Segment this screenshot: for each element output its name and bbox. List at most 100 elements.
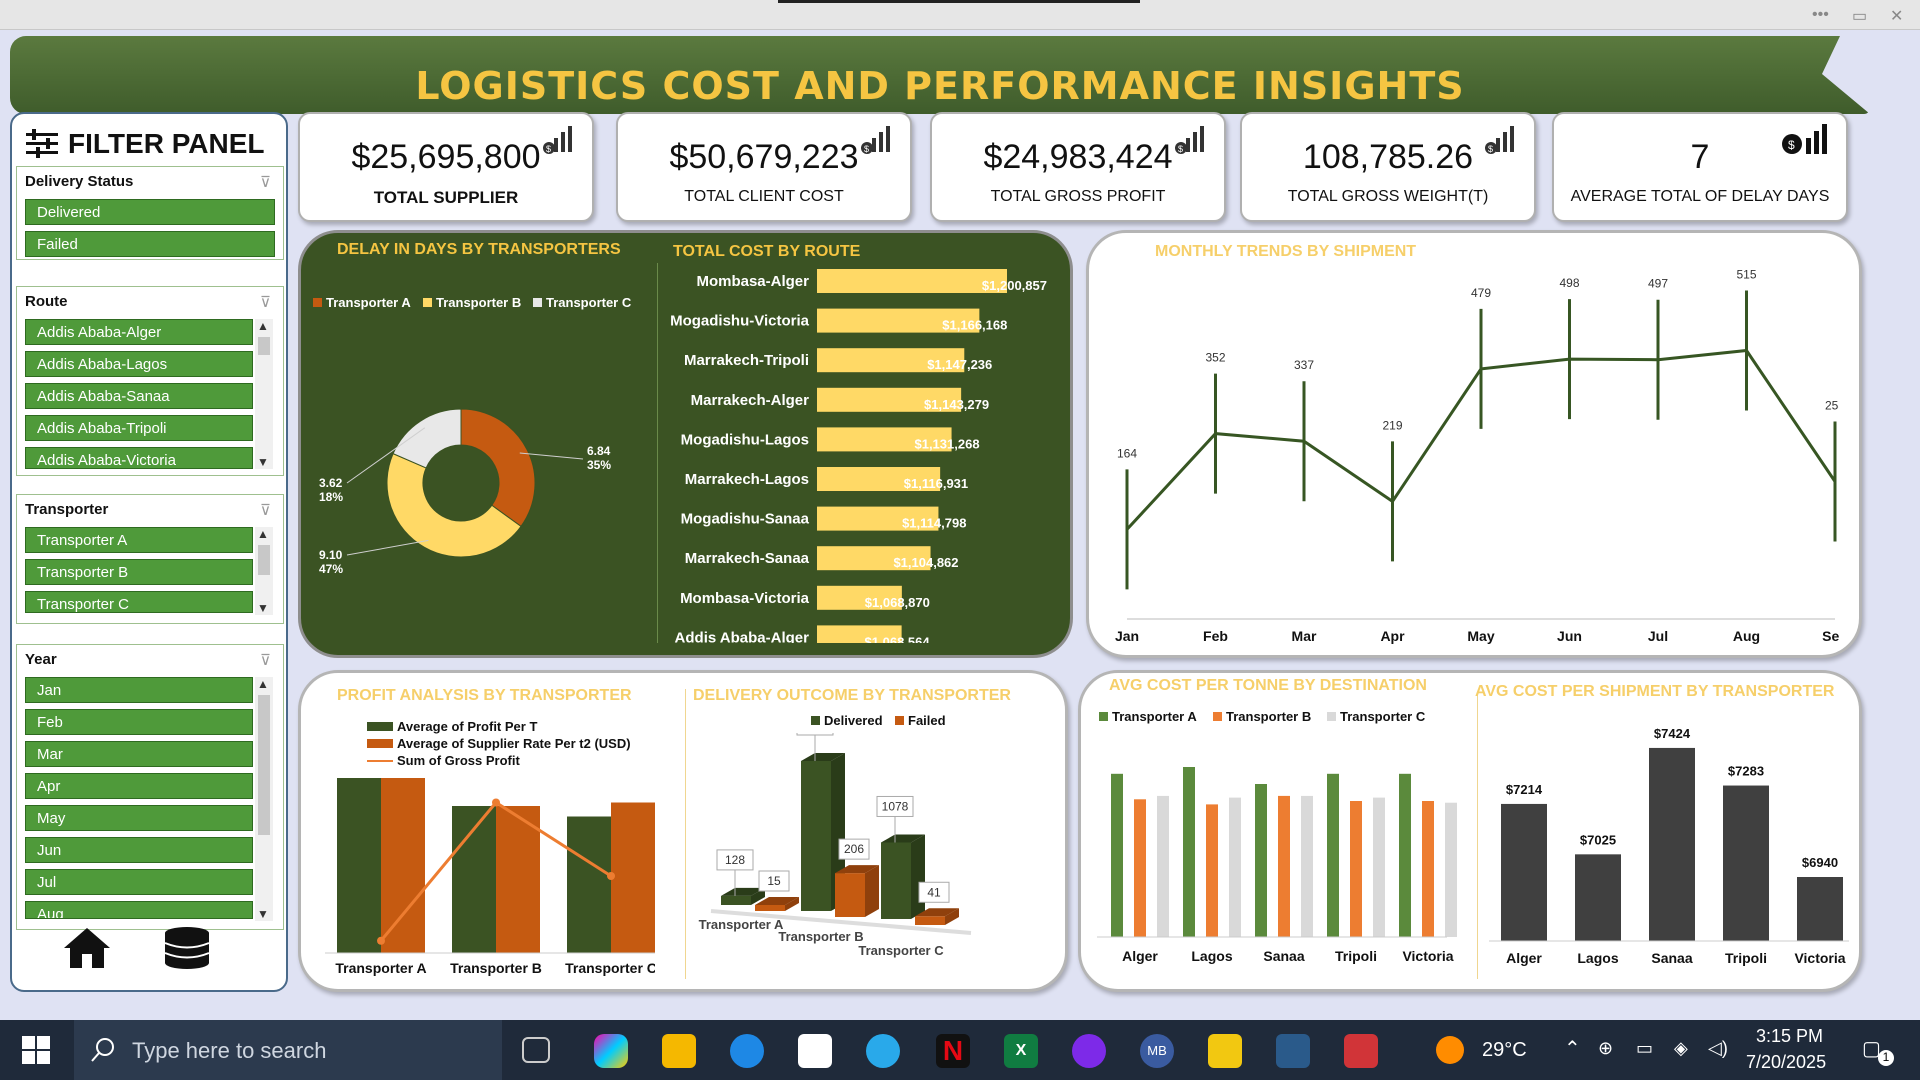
mb-icon[interactable]: MB <box>1140 1034 1174 1068</box>
slicer-item-transporter[interactable]: Transporter C <box>25 591 253 613</box>
slicer-item-delivered[interactable]: Delivered <box>25 199 275 225</box>
failed-bar-side <box>785 897 799 911</box>
search-placeholder: Type here to search <box>132 1038 327 1063</box>
clear-filter-icon[interactable]: ⊽ <box>260 502 271 519</box>
slicer-header: Delivery Status <box>25 173 134 190</box>
kpi-average-delay-days: 7 AVERAGE TOTAL OF DELAY DAYS $ <box>1552 112 1848 222</box>
svg-text:$: $ <box>864 144 869 154</box>
clear-filter-icon[interactable]: ⊽ <box>260 652 271 669</box>
scroll-thumb[interactable] <box>258 545 270 575</box>
slicer-item-failed[interactable]: Failed <box>25 231 275 257</box>
edge-icon[interactable] <box>730 1034 764 1068</box>
failed-bar <box>915 916 945 925</box>
scrollbar[interactable]: ▲ ▼ <box>255 319 273 469</box>
route-bar <box>817 308 980 333</box>
slicer-item-route[interactable]: Addis Ababa-Lagos <box>25 351 253 377</box>
kpi-value: 108,785.26 <box>1302 138 1474 176</box>
slicer-item-month[interactable]: Mar <box>25 741 253 767</box>
scroll-up-icon[interactable]: ▲ <box>257 677 269 691</box>
chevron-up-icon[interactable]: ⌃ <box>1564 1038 1581 1060</box>
failed-bar-side <box>945 908 959 925</box>
close-icon[interactable]: ✕ <box>1890 8 1904 25</box>
weather-temp[interactable]: 29°C <box>1482 1039 1527 1061</box>
tonne-bar <box>1301 795 1313 937</box>
legend-item: Transporter A <box>313 295 411 310</box>
scroll-down-icon[interactable]: ▼ <box>257 601 269 615</box>
slicer-item-transporter[interactable]: Transporter B <box>25 559 253 585</box>
route-label: Mombasa-Victoria <box>680 590 810 607</box>
dashboard-canvas: LOGISTICS COST AND PERFORMANCE INSIGHTS … <box>0 30 1920 1020</box>
excel-icon[interactable]: X <box>1004 1034 1038 1068</box>
legend-item: Transporter C <box>533 295 631 310</box>
legend-swatch <box>1213 712 1222 721</box>
failed-value-label: 206 <box>844 842 864 856</box>
supplier-rate-bar <box>611 802 655 953</box>
legend-label: Average of Profit Per T <box>397 719 538 734</box>
cost-route-chart-title: TOTAL COST BY ROUTE <box>673 243 861 260</box>
clear-filter-icon[interactable]: ⊽ <box>260 174 271 191</box>
legend-swatch <box>367 739 393 748</box>
slicer-item-month[interactable]: Jan <box>25 677 253 703</box>
delivered-bar-side <box>751 887 765 905</box>
slicer-item-route[interactable]: Addis Ababa-Victoria <box>25 447 253 469</box>
slicer-item-transporter[interactable]: Transporter A <box>25 527 253 553</box>
scroll-up-icon[interactable]: ▲ <box>257 319 269 333</box>
more-options-icon[interactable]: ••• <box>1812 6 1829 23</box>
clock-date[interactable]: 7/20/2025 <box>1746 1052 1827 1072</box>
mysql-icon[interactable] <box>1276 1034 1310 1068</box>
slicer-item-month[interactable]: Jul <box>25 869 253 895</box>
tonne-bar <box>1206 804 1218 937</box>
restore-icon[interactable]: ▭ <box>1852 8 1868 25</box>
battery-icon[interactable]: ▭ <box>1636 1038 1654 1058</box>
scroll-down-icon[interactable]: ▼ <box>257 455 269 469</box>
snipping-tool-icon[interactable] <box>1344 1034 1378 1068</box>
slicer-delivery-status: Delivery Status ⊽ Delivered Failed <box>16 166 284 260</box>
network-icon[interactable]: ⊕ <box>1598 1038 1614 1058</box>
tonne-bar <box>1229 797 1241 937</box>
route-label: Marrakech-Sanaa <box>685 550 810 567</box>
failed-bar-top <box>835 865 879 874</box>
power-bi-icon[interactable] <box>1208 1034 1242 1068</box>
slicer-item-month[interactable]: May <box>25 805 253 831</box>
slicer-item-route[interactable]: Addis Ababa-Sanaa <box>25 383 253 409</box>
scroll-thumb[interactable] <box>258 337 270 355</box>
windows-start-icon[interactable] <box>22 1036 50 1064</box>
slicer-item-route[interactable]: Addis Ababa-Tripoli <box>25 415 253 441</box>
x-tick-label: Apr <box>1380 628 1405 644</box>
solitaire-icon[interactable] <box>798 1034 832 1068</box>
notification-icon[interactable]: ▢ <box>1862 1038 1881 1060</box>
clear-filter-icon[interactable]: ⊽ <box>260 294 271 311</box>
file-explorer-icon[interactable] <box>662 1034 696 1068</box>
wifi-icon[interactable]: ◈ <box>1674 1038 1688 1058</box>
svg-text:$: $ <box>1488 144 1493 154</box>
kpi-value: 7 <box>1690 138 1710 176</box>
canva-icon[interactable] <box>1072 1034 1106 1068</box>
clock-time[interactable]: 3:15 PM <box>1756 1026 1824 1046</box>
home-icon[interactable] <box>62 926 112 970</box>
scroll-up-icon[interactable]: ▲ <box>257 527 269 541</box>
x-tick-label: Alger <box>1122 948 1158 964</box>
slicer-item-month[interactable]: Jun <box>25 837 253 863</box>
netflix-icon[interactable]: N <box>936 1034 970 1068</box>
scroll-down-icon[interactable]: ▼ <box>257 907 269 921</box>
slicer-item-month[interactable]: Aug <box>25 901 253 919</box>
legend-label: Transporter C <box>546 295 632 310</box>
telegram-icon[interactable] <box>866 1034 900 1068</box>
scrollbar[interactable]: ▲ ▼ <box>255 527 273 615</box>
weather-icon[interactable] <box>1436 1036 1464 1064</box>
task-view-icon[interactable] <box>522 1037 550 1063</box>
scroll-thumb[interactable] <box>258 695 270 835</box>
route-value-label: $1,143,279 <box>924 397 989 412</box>
slicer-item-route[interactable]: Addis Ababa-Alger <box>25 319 253 345</box>
donut-percent-label: 18% <box>319 490 343 504</box>
slicer-item-month[interactable]: Apr <box>25 773 253 799</box>
database-icon[interactable] <box>162 926 212 970</box>
copilot-icon[interactable] <box>594 1034 628 1068</box>
slicer-item-month[interactable]: Feb <box>25 709 253 735</box>
taskbar-search[interactable]: Type here to search <box>74 1020 502 1080</box>
point-label: 498 <box>1559 276 1579 290</box>
scrollbar[interactable]: ▲ ▼ <box>255 677 273 921</box>
volume-icon[interactable]: ◁) <box>1708 1038 1728 1058</box>
